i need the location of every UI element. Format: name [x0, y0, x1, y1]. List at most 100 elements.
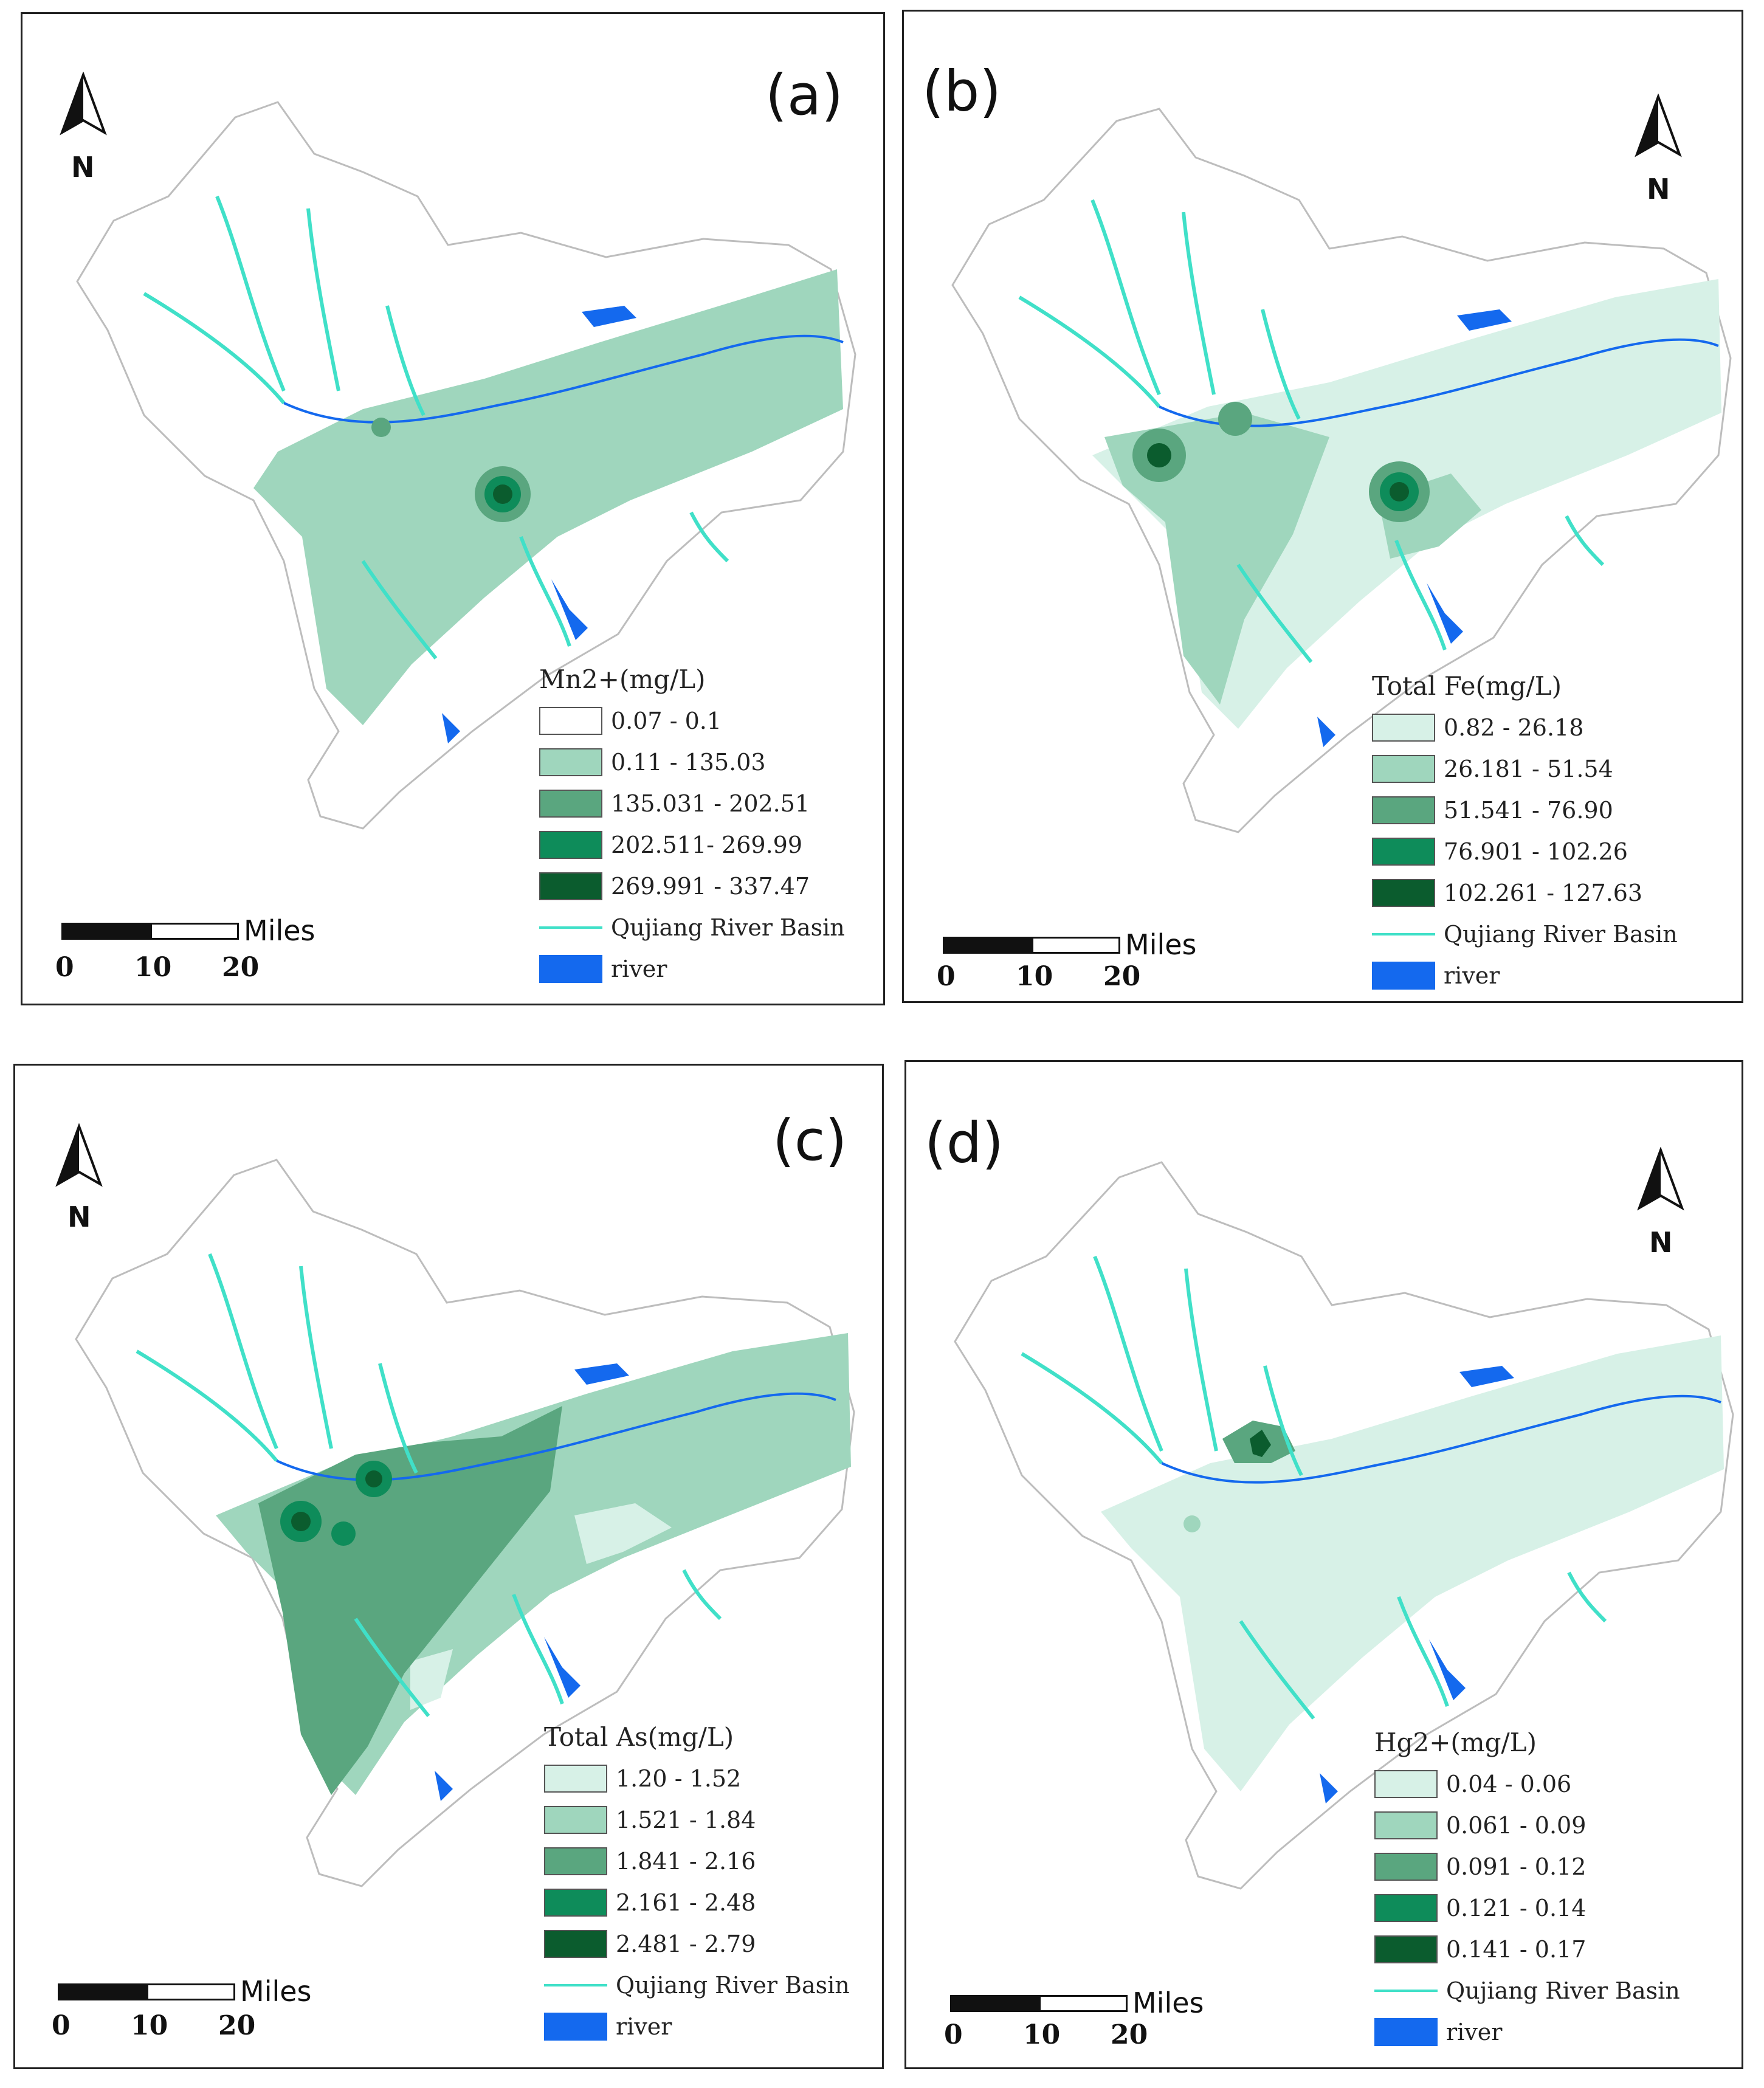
- legend-label: 51.541 - 76.90: [1444, 797, 1613, 824]
- legend-label: 0.82 - 26.18: [1444, 714, 1584, 741]
- scalebar-tick: 0: [55, 952, 74, 983]
- legend-label: 1.521 - 1.84: [616, 1807, 756, 1833]
- legend-row: 0.07 - 0.1: [539, 700, 845, 742]
- legend-row: Qujiang River Basin: [544, 1965, 850, 2006]
- legend-swatch: [544, 1889, 607, 1917]
- legend-label: 0.04 - 0.06: [1446, 1771, 1572, 1797]
- panel-b: (b) N Total Fe(mg/L) 0.82 - 26.18 26.181…: [902, 10, 1743, 1003]
- panel-label: (b): [922, 59, 1002, 124]
- legend-row: 0.121 - 0.14: [1374, 1887, 1680, 1929]
- scalebar-tick: 10: [1023, 2019, 1061, 2050]
- legend-label: river: [616, 2013, 672, 2040]
- legend-title: Hg2+(mg/L): [1374, 1728, 1537, 1757]
- legend-row: 0.82 - 26.18: [1372, 707, 1678, 748]
- hotspot-1-core: [291, 1512, 311, 1531]
- legend-row: 1.841 - 2.16: [544, 1841, 850, 1882]
- scalebar-white: [1032, 937, 1120, 954]
- legend-line-swatch: [539, 914, 602, 942]
- legend-row: river: [539, 948, 845, 990]
- zone-class1: [1101, 1335, 1724, 1791]
- north-letter: N: [1647, 173, 1670, 205]
- legend-label: 135.031 - 202.51: [611, 790, 810, 817]
- legend-line-swatch: [544, 1971, 607, 1999]
- legend-swatch: [544, 1806, 607, 1834]
- legend-row: river: [1374, 2011, 1680, 2053]
- legend-row: 269.991 - 337.47: [539, 866, 845, 907]
- legend-label: Qujiang River Basin: [611, 914, 845, 941]
- legend-label: 269.991 - 337.47: [611, 873, 810, 900]
- legend-title: Mn2+(mg/L): [539, 664, 706, 694]
- scalebar-unit: Miles: [1132, 1986, 1204, 2019]
- legend-line-swatch: [1374, 1977, 1438, 2005]
- legend-river-swatch: [1374, 2018, 1438, 2046]
- north-arrow-icon: [1637, 1147, 1684, 1211]
- legend-row: 0.091 - 0.12: [1374, 1846, 1680, 1887]
- legend-swatch: [1374, 1935, 1438, 1963]
- north-arrow-icon: [60, 72, 107, 136]
- legend-row: Qujiang River Basin: [539, 907, 845, 948]
- legend-label: 0.07 - 0.1: [611, 708, 722, 734]
- hotspot-3: [331, 1521, 356, 1546]
- legend-title: Total Fe(mg/L): [1372, 671, 1562, 701]
- main-river: [1159, 338, 1719, 427]
- legend-swatch: [539, 707, 602, 735]
- legend-c: Total As(mg/L) 1.20 - 1.52 1.521 - 1.84 …: [544, 1722, 850, 2047]
- map-c: [75, 1159, 855, 1887]
- tributaries: [1021, 1255, 1607, 1720]
- legend-label: Qujiang River Basin: [616, 1972, 850, 1999]
- legend-label: river: [1444, 962, 1500, 989]
- legend-label: 0.141 - 0.17: [1446, 1936, 1587, 1963]
- legend-d: Hg2+(mg/L) 0.04 - 0.06 0.061 - 0.09 0.09…: [1374, 1728, 1680, 2053]
- legend-label: 1.841 - 2.16: [616, 1848, 756, 1875]
- legend-swatch: [1372, 796, 1435, 824]
- scalebar-black: [61, 923, 150, 940]
- legend-swatch: [544, 1930, 607, 1958]
- legend-row: 26.181 - 51.54: [1372, 748, 1678, 790]
- map-c-content: [75, 1159, 855, 1887]
- map-d: [954, 1161, 1734, 1890]
- panel-c: (c) N Total As(mg/L) 1.20 - 1.52 1.521 -…: [13, 1064, 884, 2069]
- legend-row: 0.141 - 0.17: [1374, 1929, 1680, 1970]
- legend-swatch: [1374, 1853, 1438, 1881]
- north-letter: N: [67, 1201, 91, 1233]
- legend-label: river: [1446, 2019, 1503, 2045]
- legend-row: 0.04 - 0.06: [1374, 1763, 1680, 1805]
- scalebar-tick: 20: [218, 2010, 256, 2041]
- hotspot-inner: [493, 484, 512, 504]
- scalebar-white: [150, 923, 239, 940]
- scalebar-tick: 0: [944, 2019, 963, 2050]
- legend-label: 76.901 - 102.26: [1444, 838, 1628, 865]
- tributaries: [143, 195, 729, 660]
- legend-row: 76.901 - 102.26: [1372, 831, 1678, 872]
- hotspot-west-inner: [1147, 443, 1171, 467]
- legend-label: 202.511- 269.99: [611, 832, 803, 858]
- legend-line-swatch: [1372, 920, 1435, 948]
- map-b-content: [951, 108, 1732, 833]
- legend-river-swatch: [1372, 962, 1435, 990]
- scalebar-tick: 0: [52, 2010, 71, 2041]
- legend-label: 2.481 - 2.79: [616, 1931, 756, 1957]
- panel-label: (c): [773, 1108, 847, 1173]
- map-a: [76, 101, 856, 830]
- legend-swatch: [539, 790, 602, 818]
- zone-class2: [1104, 413, 1481, 705]
- legend-label: river: [611, 956, 667, 982]
- legend-swatch: [1372, 838, 1435, 866]
- main-river: [1161, 1394, 1721, 1484]
- scalebar-black: [950, 1995, 1039, 2012]
- scalebar-white: [146, 1983, 235, 2000]
- legend-swatch: [539, 872, 602, 900]
- panel-d: (d) N Hg2+(mg/L) 0.04 - 0.06 0.061 - 0.0…: [904, 1060, 1743, 2069]
- legend-river-swatch: [539, 955, 602, 983]
- scalebar-black: [58, 1983, 146, 2000]
- legend-swatch: [1372, 714, 1435, 742]
- legend-row: 1.20 - 1.52: [544, 1758, 850, 1799]
- legend-swatch: [1372, 879, 1435, 907]
- scalebar-tick: 0: [937, 961, 956, 992]
- legend-swatch: [544, 1765, 607, 1793]
- legend-row: 0.061 - 0.09: [1374, 1805, 1680, 1846]
- scalebar-unit: Miles: [244, 914, 315, 947]
- legend-row: 135.031 - 202.51: [539, 783, 845, 824]
- legend-label: Qujiang River Basin: [1444, 921, 1678, 948]
- scalebar-unit: Miles: [240, 1975, 312, 2008]
